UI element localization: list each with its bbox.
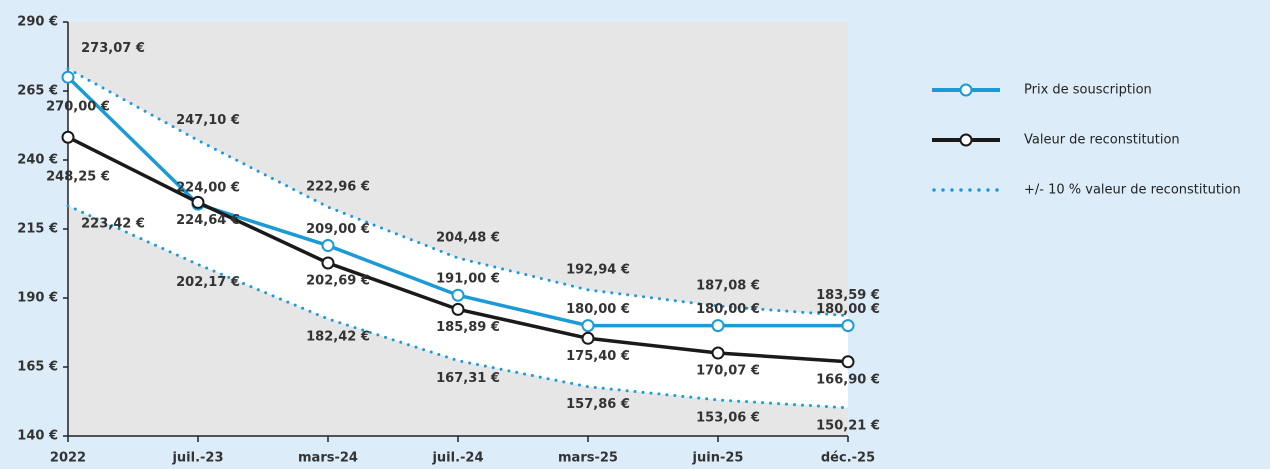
y-tick-label: 265 € <box>17 84 58 99</box>
marker <box>61 70 75 84</box>
data-label: 170,07 € <box>696 364 760 379</box>
data-label: 175,40 € <box>566 349 630 364</box>
y-tick-label: 290 € <box>17 15 58 30</box>
data-label: 224,00 € <box>176 181 240 196</box>
data-label: 248,25 € <box>46 170 110 185</box>
data-label: 192,94 € <box>566 262 630 277</box>
marker <box>451 288 465 302</box>
y-tick-label: 140 € <box>17 429 58 444</box>
legend-marker <box>959 83 973 97</box>
data-label: 187,08 € <box>696 279 760 294</box>
marker <box>61 130 75 144</box>
data-label: 157,86 € <box>566 397 630 412</box>
x-tick-label: mars-25 <box>558 451 618 466</box>
x-tick-label: juil.-23 <box>171 451 223 466</box>
data-label: 191,00 € <box>436 272 500 287</box>
marker <box>711 319 725 333</box>
data-label: 273,07 € <box>81 41 145 56</box>
y-tick-label: 215 € <box>17 222 58 237</box>
data-label: 167,31 € <box>436 371 500 386</box>
data-label: 204,48 € <box>436 231 500 246</box>
data-label: 183,59 € <box>816 288 880 303</box>
data-label: 182,42 € <box>306 329 370 344</box>
data-label: 247,10 € <box>176 113 240 128</box>
y-tick-label: 190 € <box>17 291 58 306</box>
band-line <box>66 204 850 410</box>
marker <box>581 331 595 345</box>
x-tick-label: 2022 <box>50 451 86 466</box>
marker <box>321 256 335 270</box>
x-tick-label: juil.-24 <box>431 451 483 466</box>
data-label: 180,00 € <box>566 302 630 317</box>
legend-label: Prix de souscription <box>1024 83 1152 98</box>
data-label: 270,00 € <box>46 100 110 115</box>
marker <box>841 319 855 333</box>
data-label: 180,00 € <box>816 302 880 317</box>
marker <box>581 319 595 333</box>
marker <box>711 346 725 360</box>
marker <box>841 355 855 369</box>
data-label: 166,90 € <box>816 372 880 387</box>
y-tick-label: 240 € <box>17 153 58 168</box>
data-label: 153,06 € <box>696 410 760 425</box>
data-label: 150,21 € <box>816 418 880 433</box>
data-label: 180,00 € <box>696 302 760 317</box>
x-tick-label: déc.-25 <box>821 451 875 466</box>
data-label: 202,17 € <box>176 275 240 290</box>
data-label: 222,96 € <box>306 180 370 195</box>
y-tick-label: 165 € <box>17 360 58 375</box>
marker <box>451 302 465 316</box>
x-tick-label: juin-25 <box>692 451 744 466</box>
legend-marker <box>959 133 973 147</box>
data-label: 223,42 € <box>81 216 145 231</box>
marker <box>191 195 205 209</box>
marker <box>321 239 335 253</box>
data-label: 202,69 € <box>306 273 370 288</box>
data-label: 224,64 € <box>176 213 240 228</box>
data-label: 185,89 € <box>436 320 500 335</box>
x-tick-label: mars-24 <box>298 451 358 466</box>
band-fill <box>68 68 848 408</box>
legend-label: +/- 10 % valeur de reconstitution <box>1024 183 1241 198</box>
data-label: 209,00 € <box>306 222 370 237</box>
legend-label: Valeur de reconstitution <box>1024 133 1180 148</box>
